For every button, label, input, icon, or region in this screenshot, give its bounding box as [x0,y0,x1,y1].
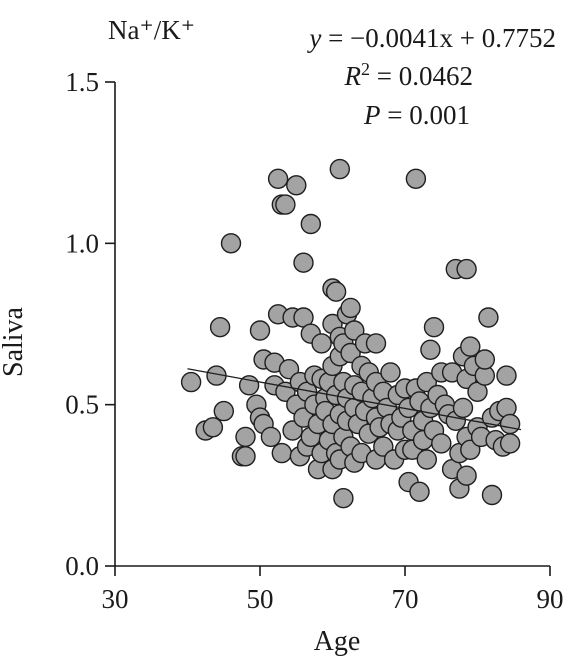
x-tick-label-2: 70 [392,584,419,614]
data-point-56 [325,281,347,302]
data-point-87 [365,333,387,354]
data-point-117 [423,317,445,338]
data-point-144 [478,307,499,328]
y-axis-title: Saliva [0,306,29,377]
data-point-107 [405,168,427,190]
data-points [180,158,521,509]
data-point-25 [278,359,300,380]
x-tick-label-3: 90 [537,584,564,614]
p-annotation: P = 0.001 [363,100,470,130]
r2-annotation: R2 = 0.0462 [344,59,473,91]
data-point-8 [235,446,256,467]
ticks: 30 50 70 90 0.0 0.5 1.0 1.5 [65,67,563,614]
data-point-37 [300,213,321,235]
equation-annotation: y = −0.0041x + 0.7752 [306,23,556,53]
data-point-4 [209,317,231,338]
data-point-95 [380,362,401,383]
x-tick-label-0: 30 [102,584,129,614]
data-point-152 [499,413,521,435]
panel-label: Na⁺/K⁺ [108,15,195,45]
data-point-13 [249,320,271,341]
data-point-59 [329,158,350,180]
regression-line [187,368,522,431]
data-point-143 [474,349,495,370]
x-axis-title: Age [314,626,361,657]
data-point-146 [481,484,503,506]
data-point-151 [496,365,517,386]
equation-text: = −0.0041x + 0.7752 [321,23,556,53]
data-point-5 [213,400,235,422]
data-point-44 [311,333,332,354]
data-point-9 [235,426,256,448]
data-point-136 [460,336,481,357]
y-tick-label-1: 0.5 [65,390,99,420]
data-point-115 [420,339,441,360]
data-point-67 [333,488,354,509]
data-point-23 [275,194,296,215]
data-point-22 [271,442,292,464]
data-point-20 [267,168,289,190]
data-point-135 [456,465,477,486]
data-point-120 [431,433,452,454]
data-point-153 [499,433,521,454]
data-point-72 [340,342,361,364]
r2-text: = 0.0462 [370,61,473,91]
data-point-16 [260,426,282,448]
data-point-114 [416,449,437,470]
y-tick-label-2: 1.0 [65,228,99,258]
data-point-32 [293,252,314,273]
x-tick-label-1: 50 [247,584,274,614]
data-point-132 [456,258,477,280]
data-point-28 [286,175,307,196]
p-text: = 0.001 [381,100,470,130]
data-point-131 [452,397,474,419]
data-point-71 [340,297,361,319]
data-point-0 [180,371,202,393]
y-tick-label-3: 1.5 [65,67,99,97]
data-point-27 [282,420,303,441]
data-point-2 [202,417,224,438]
axes [114,82,550,567]
data-point-110 [409,481,430,502]
data-point-6 [220,233,242,254]
y-tick-label-0: 0.0 [65,551,99,581]
